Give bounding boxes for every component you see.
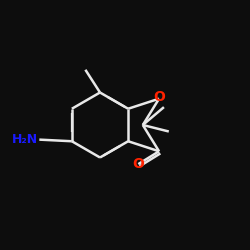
Text: H₂N: H₂N [12,133,38,146]
Text: O: O [132,157,144,171]
Text: O: O [154,90,166,104]
